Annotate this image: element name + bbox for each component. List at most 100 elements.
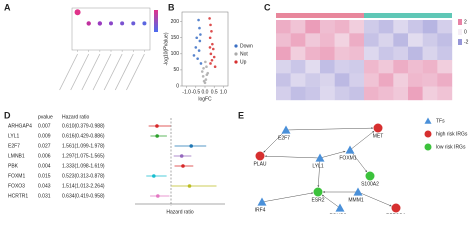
heat-cell xyxy=(364,46,379,61)
table-header: Hazard ratio xyxy=(62,114,89,120)
heat-cell xyxy=(364,20,379,34)
dot xyxy=(97,21,103,26)
node-label: E2F7 xyxy=(278,135,290,141)
gene-label: FOXO3 xyxy=(8,183,25,189)
heat-cell xyxy=(320,20,335,34)
point xyxy=(209,23,212,27)
gene-label: E2F7 xyxy=(8,143,20,149)
y-axis-label: -log10(PValue) xyxy=(163,32,169,65)
y-tick-label: 200 xyxy=(171,19,180,25)
pvalue: 0.009 xyxy=(38,133,51,139)
hr-label: 1.514(1.013-2.264) xyxy=(62,183,105,189)
point xyxy=(211,42,214,46)
heat-cell xyxy=(364,33,379,47)
colorbar xyxy=(154,10,158,32)
heat-cell xyxy=(276,73,291,87)
heat-cell xyxy=(437,33,453,47)
dot xyxy=(131,21,136,26)
point xyxy=(197,49,201,52)
low-node xyxy=(424,143,432,151)
hr-point xyxy=(189,144,193,148)
heat-cell xyxy=(334,86,350,101)
y-tick-label: 150 xyxy=(171,35,180,41)
edge xyxy=(357,191,392,207)
high-node xyxy=(373,123,383,133)
point xyxy=(202,67,205,70)
x-label-stub xyxy=(81,53,101,91)
hr-label: 0.610(0.379-0.988) xyxy=(62,123,105,129)
gene-label: HCRTR1 xyxy=(8,193,28,199)
tf-node xyxy=(345,145,355,154)
node-label: FOXM1 xyxy=(339,155,356,161)
heat-cell xyxy=(290,73,306,87)
heat-cell xyxy=(364,86,379,101)
heat-cell xyxy=(408,60,423,74)
gene-label: ARHGAP4 xyxy=(8,123,32,129)
panel-label: B xyxy=(168,2,175,12)
heat-cell xyxy=(393,73,409,87)
hr-point xyxy=(181,164,185,168)
point xyxy=(197,18,200,22)
legend-swatch xyxy=(234,52,238,56)
panel-label: E xyxy=(238,110,244,120)
heat-cell xyxy=(290,86,306,101)
heat-cell xyxy=(290,60,306,74)
node-label: ESR2 xyxy=(311,197,324,203)
point xyxy=(198,39,202,43)
y-tick-label: 0 xyxy=(176,83,179,89)
point xyxy=(201,75,205,78)
heat-cell xyxy=(349,20,365,34)
edge xyxy=(261,192,314,203)
point xyxy=(198,26,201,30)
heat-cell xyxy=(290,33,306,47)
heat-cell xyxy=(378,46,394,61)
gene-label: FOXM1 xyxy=(8,173,25,179)
panel-label: C xyxy=(264,2,271,12)
hr-label: 0.634(0.419-0.958) xyxy=(62,193,105,199)
heat-cell xyxy=(378,86,394,101)
point xyxy=(208,17,211,20)
colorbar-cell xyxy=(458,39,462,45)
point xyxy=(211,47,215,51)
heat-cell xyxy=(408,33,423,47)
panel-label: A xyxy=(4,2,11,12)
legend-label: low risk IRGs xyxy=(436,144,466,150)
x-tick-label: 1.0 xyxy=(220,89,227,95)
heat-cell xyxy=(393,20,409,34)
point xyxy=(203,81,207,85)
node-label: FOXO3 xyxy=(330,213,347,214)
node-label: MET xyxy=(373,133,384,139)
node-label: MMM1 xyxy=(348,197,363,203)
pvalue: 0.043 xyxy=(38,183,51,189)
figure: A B -1.0 -0.5 0.0 0.5 1.0 0 50 100 150 200 logFC -log… xyxy=(4,2,469,214)
tf-node xyxy=(335,203,345,212)
heat-cell xyxy=(437,46,453,61)
edge xyxy=(317,157,321,188)
heat-cell xyxy=(320,60,335,74)
hr-point xyxy=(187,184,192,188)
legend-label: Up xyxy=(240,59,247,65)
heat-cell xyxy=(276,86,291,101)
colorbar-cell xyxy=(458,29,462,35)
point xyxy=(200,70,204,73)
hr-point xyxy=(152,174,156,178)
heat-cell xyxy=(276,46,291,61)
gene-label: LYL1 xyxy=(8,133,20,139)
heat-cell xyxy=(422,46,438,61)
heat-cell xyxy=(393,86,409,101)
heat-cell xyxy=(378,33,394,47)
y-tick-label: 100 xyxy=(171,51,180,57)
point xyxy=(208,36,212,40)
heat-cell xyxy=(305,73,321,87)
high-node xyxy=(255,151,265,161)
x-label-stub xyxy=(103,53,123,91)
node-label: IRF4 xyxy=(255,207,266,213)
point xyxy=(204,78,208,81)
heat-cell xyxy=(393,46,409,61)
heat-cell xyxy=(364,73,379,87)
heat-cell xyxy=(276,60,291,74)
heat-cell xyxy=(334,60,350,74)
point xyxy=(213,65,217,68)
heat-cell xyxy=(437,73,453,87)
edge xyxy=(285,127,374,131)
